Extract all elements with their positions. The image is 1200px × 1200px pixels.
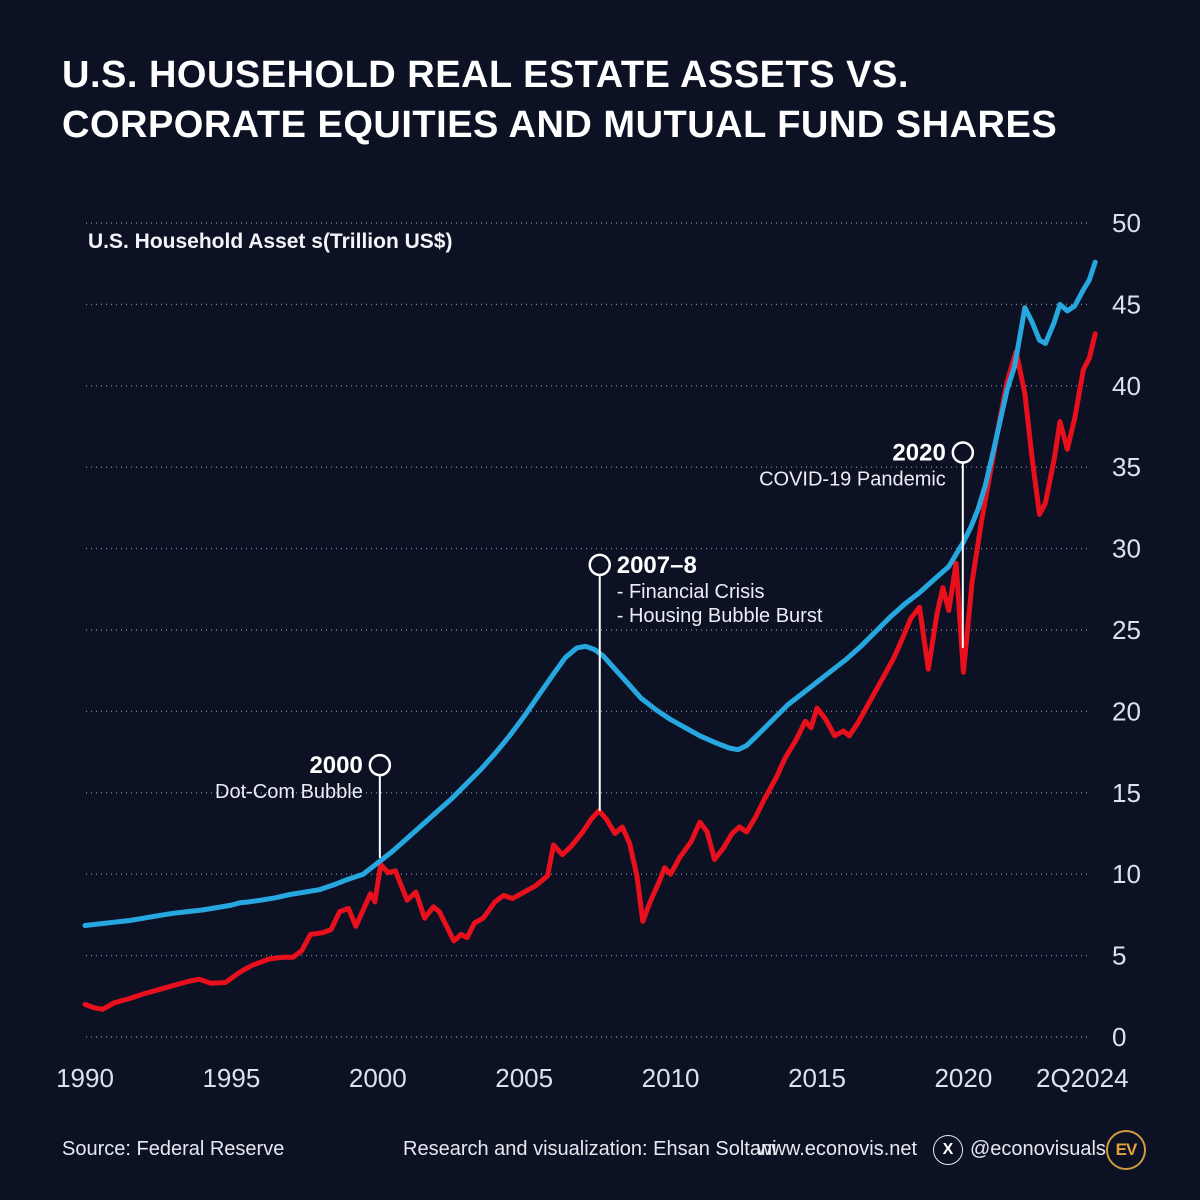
page-title-line2: CORPORATE EQUITIES AND MUTUAL FUND SHARE… [62, 104, 1058, 146]
website-link[interactable]: www.econovis.net [757, 1138, 918, 1160]
page-title-line1: U.S. HOUSEHOLD REAL ESTATE ASSETS VS. [62, 54, 909, 96]
y-tick-label-50: 50 [1112, 208, 1141, 238]
y-tick-label-10: 10 [1112, 859, 1141, 889]
y-tick-label-40: 40 [1112, 371, 1141, 401]
x-twitter-icon[interactable]: X [933, 1135, 963, 1165]
econovis-logo-text: EV [1115, 1140, 1138, 1159]
y-tick-label-0: 0 [1112, 1022, 1126, 1052]
annotation-detail-financial-crisis-1: - Housing Bubble Burst [617, 605, 823, 627]
annotation-marker-dot-com-bubble [368, 753, 392, 777]
annotation-detail-dot-com-bubble-0: Dot-Com Bubble [215, 781, 363, 803]
x-tick-label-2000: 2000 [349, 1063, 407, 1093]
x-handle-link[interactable]: @econovisuals [970, 1138, 1106, 1160]
annotation-year-covid-19-pandemic: 2020 [892, 440, 945, 467]
y-axis-title: U.S. Household Asset s(Trillion US$) [88, 230, 452, 253]
annotation-detail-financial-crisis-0: - Financial Crisis [617, 581, 765, 603]
y-tick-label-25: 25 [1112, 615, 1141, 645]
x-tick-label-1990: 1990 [56, 1063, 114, 1093]
y-tick-label-15: 15 [1112, 778, 1141, 808]
x-tick-label-2005: 2005 [495, 1063, 553, 1093]
credit-label: Research and visualization: Ehsan Soltan… [403, 1138, 777, 1160]
annotation-year-financial-crisis: 2007–8 [617, 552, 697, 579]
x-tick-label-2020: 2020 [934, 1063, 992, 1093]
x-twitter-glyph: X [942, 1141, 954, 1158]
x-tick-label-2010: 2010 [642, 1063, 700, 1093]
annotation-marker-covid-19-pandemic [951, 441, 975, 464]
y-tick-label-30: 30 [1112, 534, 1141, 564]
x-tick-label-2015: 2015 [788, 1063, 846, 1093]
annotation-marker-financial-crisis [588, 553, 611, 577]
series-line-real-estate-assets [82, 259, 1098, 928]
series-line-corporate-equities-and-mutual-fund-shares [82, 331, 1098, 1012]
y-tick-label-5: 5 [1112, 941, 1126, 971]
source-label: Source: Federal Reserve [62, 1138, 285, 1160]
y-tick-label-35: 35 [1112, 452, 1141, 482]
x-tick-label-1995: 1995 [202, 1063, 260, 1093]
y-tick-label-20: 20 [1112, 696, 1141, 726]
page-title: U.S. HOUSEHOLD REAL ESTATE ASSETS VS. CO… [62, 50, 1062, 150]
annotation-year-dot-com-bubble: 2000 [309, 752, 362, 779]
y-tick-label-45: 45 [1112, 289, 1141, 319]
annotation-detail-covid-19-pandemic-0: COVID-19 Pandemic [759, 469, 946, 491]
x-tick-label-2Q2024: 2Q2024 [1036, 1063, 1129, 1093]
econovis-logo: EV [1106, 1130, 1146, 1170]
